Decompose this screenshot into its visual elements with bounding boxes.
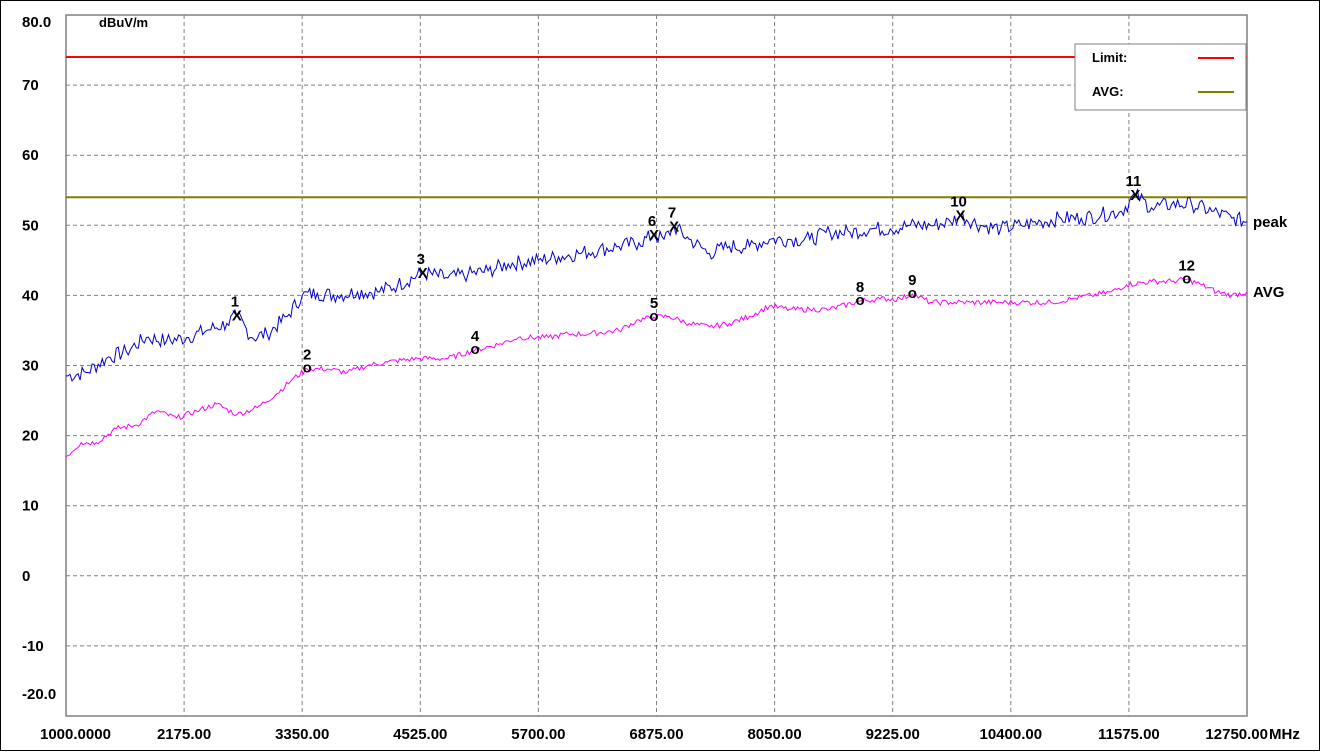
y-axis-ticks: 80.0 70 60 50 40 30 20 10 0 -10 -20.0 <box>22 14 56 703</box>
legend-label: Limit: <box>1092 50 1127 65</box>
marker-label: 5 <box>650 295 658 312</box>
marker-symbol-x: X <box>669 219 679 236</box>
marker-label: 9 <box>908 272 916 289</box>
x-tick-label: 6875.00 <box>629 726 683 743</box>
marker-symbol-x: X <box>232 308 242 325</box>
marker-symbol-x: X <box>956 207 966 224</box>
marker-symbol-o: o <box>649 308 658 325</box>
series-line-peak <box>65 187 1248 382</box>
series-line-avg <box>65 276 1248 458</box>
marker-symbol-o: o <box>303 359 312 376</box>
limit-lines <box>66 56 1247 199</box>
series-end-label-avg: AVG <box>1253 284 1284 301</box>
marker-label: 11 <box>1126 173 1142 190</box>
marker-symbol-x: X <box>418 265 428 282</box>
marker-label: 10 <box>950 193 967 210</box>
y-tick-top-label: 80.0 <box>22 14 51 31</box>
x-tick-label: 2175.00 <box>157 726 211 743</box>
x-axis-unit-label: MHz <box>1269 726 1300 743</box>
y-tick-label: 40 <box>22 287 39 304</box>
marker-symbol-o: o <box>908 285 917 302</box>
y-tick-label: 60 <box>22 147 39 164</box>
marker-label: 3 <box>417 251 425 268</box>
x-tick-label: 10400.00 <box>980 726 1043 743</box>
y-tick-label: 0 <box>22 568 30 585</box>
x-tick-label: 5700.00 <box>511 726 565 743</box>
marker-label: 2 <box>303 346 311 363</box>
marker-label: 4 <box>471 328 480 345</box>
marker-label: 6 <box>648 213 656 230</box>
series-lines <box>65 187 1248 458</box>
y-tick-label: 50 <box>22 217 39 234</box>
x-axis-ticks: 1000.0000 2175.00 3350.00 4525.00 5700.00 687… <box>40 726 1268 743</box>
y-tick-label: 10 <box>22 498 39 515</box>
y-tick-bottom-label: -20.0 <box>22 686 56 703</box>
marker-label: 1 <box>231 294 239 311</box>
marker-label: 7 <box>668 205 676 222</box>
marker-label: 12 <box>1178 257 1195 274</box>
marker-symbol-o: o <box>1182 270 1191 287</box>
series-end-label-peak: peak <box>1253 214 1288 231</box>
x-tick-label: 8050.00 <box>747 726 801 743</box>
x-tick-label: 1000.0000 <box>40 726 111 743</box>
x-tick-label: 9225.00 <box>866 726 920 743</box>
marker-label: 8 <box>856 279 864 296</box>
y-tick-label: 20 <box>22 428 39 445</box>
series-end-labels: peak AVG <box>1253 214 1288 301</box>
x-tick-label: 4525.00 <box>393 726 447 743</box>
y-tick-label: 30 <box>22 358 39 375</box>
y-tick-label: 70 <box>22 77 39 94</box>
marker-symbol-x: X <box>649 227 659 244</box>
marker-symbol-o: o <box>855 292 864 309</box>
x-tick-label: 3350.00 <box>275 726 329 743</box>
legend: Limit: AVG: <box>1074 43 1247 111</box>
grid-lines <box>66 15 1247 716</box>
legend-label: AVG: <box>1092 84 1124 99</box>
y-tick-label: -10 <box>22 638 44 655</box>
x-tick-label: 12750.00 <box>1205 726 1268 743</box>
x-tick-label: 11575.00 <box>1098 726 1160 743</box>
marker-symbol-x: X <box>1130 187 1140 204</box>
legend-box <box>1074 43 1247 111</box>
marker-symbol-o: o <box>470 341 479 358</box>
y-axis-unit-label: dBuV/m <box>99 15 148 30</box>
